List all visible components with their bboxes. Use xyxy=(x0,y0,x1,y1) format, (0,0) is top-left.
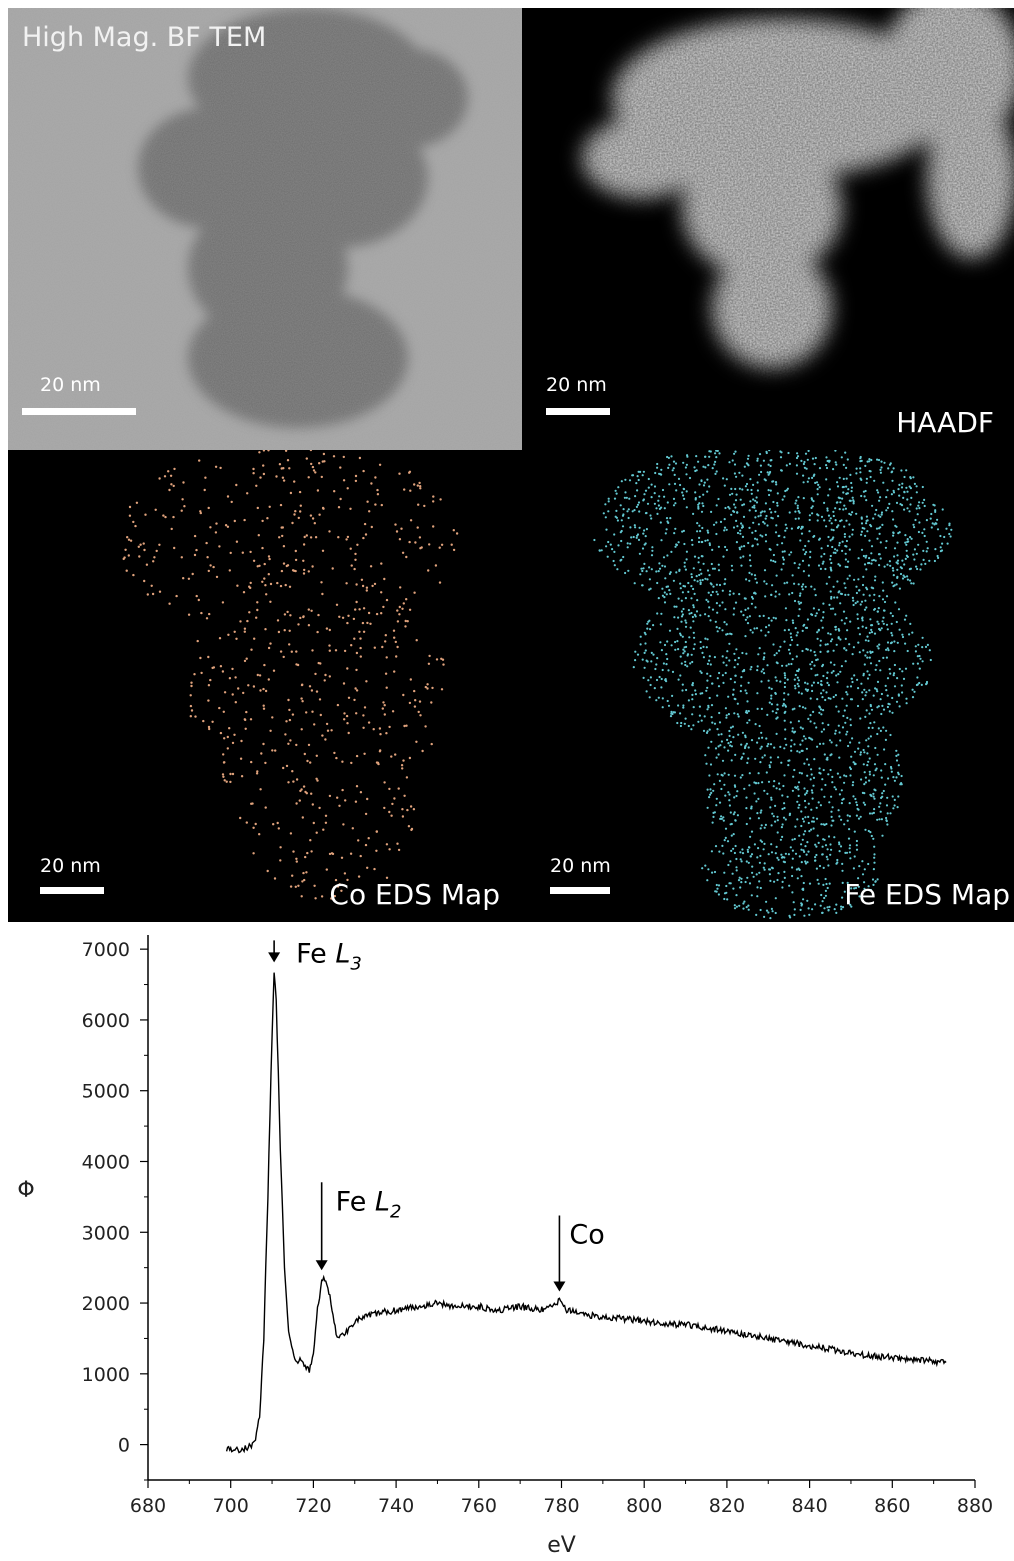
x-tick-label: 720 xyxy=(295,1495,331,1517)
annotation-arrow-head xyxy=(553,1281,566,1292)
x-tick-label: 820 xyxy=(709,1495,745,1517)
fe-scale-label: 20 nm xyxy=(550,855,611,877)
haadf-image xyxy=(522,8,1014,450)
co-scale-bar xyxy=(40,887,104,894)
x-tick-label: 680 xyxy=(130,1495,166,1517)
y-tick-label: 7000 xyxy=(82,939,130,961)
annotation-label: Co xyxy=(569,1220,604,1251)
annotation-arrow-head xyxy=(268,952,281,963)
bf-scale-label: 20 nm xyxy=(40,374,101,396)
x-tick-label: 740 xyxy=(378,1495,414,1517)
co-eds-panel: 20 nm Co EDS Map xyxy=(8,450,522,922)
haadf-panel: 20 nm HAADF xyxy=(522,8,1014,450)
annotation-label: Fe L2 xyxy=(336,1186,402,1222)
bf-tem-title: High Mag. BF TEM xyxy=(22,22,267,53)
x-axis-label: eV xyxy=(547,1533,576,1558)
fe-scale-bar xyxy=(550,887,610,894)
y-tick-label: 5000 xyxy=(82,1081,130,1103)
haadf-title: HAADF xyxy=(896,406,994,439)
annotation-arrow-head xyxy=(315,1260,328,1271)
y-tick-label: 3000 xyxy=(82,1222,130,1244)
co-scale-label: 20 nm xyxy=(40,855,101,877)
eels-spectrum-chart: 680 700 720 740 760 780 800 820 840 860 880 0 1000 20… xyxy=(17,935,993,1558)
x-tick-label: 700 xyxy=(213,1495,249,1517)
x-tick-label: 760 xyxy=(461,1495,497,1517)
y-tick-label: 1000 xyxy=(82,1364,130,1386)
x-tick-label: 860 xyxy=(874,1495,910,1517)
fe-eds-panel: 20 nm Fe EDS Map xyxy=(522,450,1014,922)
y-axis-label: Φ xyxy=(17,1178,34,1203)
x-tick-label: 780 xyxy=(543,1495,579,1517)
fe-eds-title: Fe EDS Map xyxy=(844,878,1010,911)
y-tick-label: 0 xyxy=(118,1435,130,1457)
co-eds-dots xyxy=(122,450,459,900)
y-tick-label: 2000 xyxy=(82,1293,130,1315)
y-tick-label: 4000 xyxy=(82,1151,130,1173)
spectrum-series-line xyxy=(225,972,947,1454)
bf-scale-bar xyxy=(22,408,136,415)
x-tick-label: 840 xyxy=(791,1495,827,1517)
bf-tem-image xyxy=(8,8,522,450)
bf-tem-panel: High Mag. BF TEM 20 nm xyxy=(8,8,522,450)
fe-eds-dots xyxy=(593,450,953,920)
x-tick-label: 800 xyxy=(626,1495,662,1517)
haadf-scale-bar xyxy=(546,408,610,415)
annotation-label: Fe L3 xyxy=(296,938,362,974)
x-tick-label: 880 xyxy=(957,1495,993,1517)
y-tick-label: 6000 xyxy=(82,1010,130,1032)
haadf-scale-label: 20 nm xyxy=(546,374,607,396)
co-eds-title: Co EDS Map xyxy=(329,878,500,911)
